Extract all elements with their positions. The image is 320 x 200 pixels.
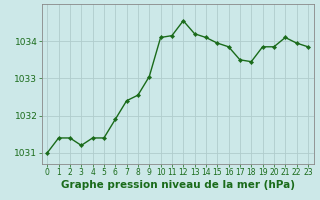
X-axis label: Graphe pression niveau de la mer (hPa): Graphe pression niveau de la mer (hPa) (60, 180, 295, 190)
